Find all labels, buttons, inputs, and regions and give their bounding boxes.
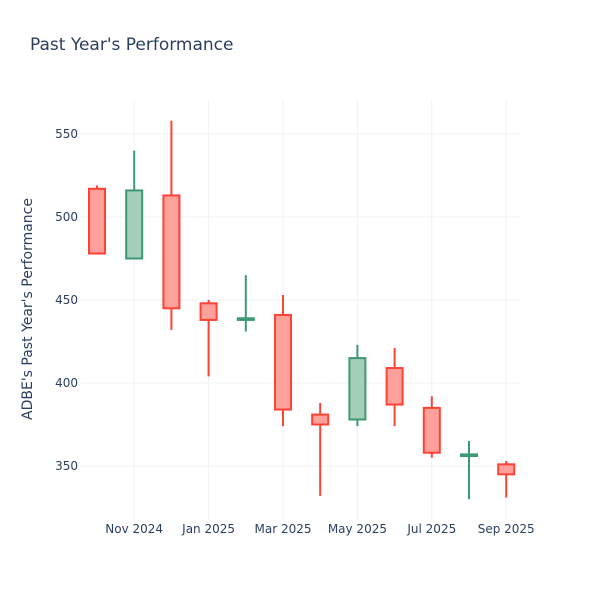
chart-title: Past Year's Performance (30, 35, 234, 55)
candle-body (460, 453, 478, 458)
candle-body (236, 317, 255, 321)
candle-body (348, 357, 367, 421)
x-tick-labels: Nov 2024 Jan 2025 Mar 2025 May 2025 Jul 2025… (105, 522, 534, 536)
grid-layer (80, 100, 520, 520)
candle[interactable] (460, 441, 478, 500)
y-axis-label: ADBE's Past Year's Performance (20, 198, 36, 420)
x-tick-label: Jul 2025 (406, 522, 456, 536)
y-tick-label: 550 (55, 127, 78, 141)
candle-body (311, 413, 330, 426)
candle-body (422, 406, 441, 454)
candles-layer (88, 120, 516, 500)
x-tick-label: Jan 2025 (181, 522, 235, 536)
x-tick-label: May 2025 (328, 522, 387, 536)
y-tick-label: 500 (55, 210, 78, 224)
x-tick-label: Mar 2025 (255, 522, 312, 536)
x-tick-label: Nov 2024 (105, 522, 163, 536)
candle-body (274, 313, 292, 411)
candle[interactable] (422, 396, 441, 458)
y-tick-label: 400 (55, 376, 78, 390)
y-tick-label: 350 (55, 459, 78, 473)
candle[interactable] (348, 344, 367, 427)
candle[interactable] (88, 185, 106, 255)
candle[interactable] (125, 150, 144, 260)
candle-body (125, 189, 144, 260)
candle[interactable] (385, 348, 404, 427)
y-tick-label: 450 (55, 293, 78, 307)
candle-body (199, 302, 218, 321)
y-tick-labels: 350 400 450 500 550 (55, 127, 78, 473)
candle-body (385, 367, 404, 406)
candle[interactable] (199, 300, 218, 377)
candle[interactable] (236, 275, 255, 332)
candle[interactable] (311, 402, 330, 496)
x-tick-label: Sep 2025 (478, 522, 535, 536)
candle[interactable] (162, 120, 181, 330)
candle-body (88, 187, 106, 255)
candle[interactable] (497, 461, 516, 498)
candle-body (162, 194, 181, 310)
candle-body (497, 463, 516, 476)
candle[interactable] (274, 295, 292, 427)
